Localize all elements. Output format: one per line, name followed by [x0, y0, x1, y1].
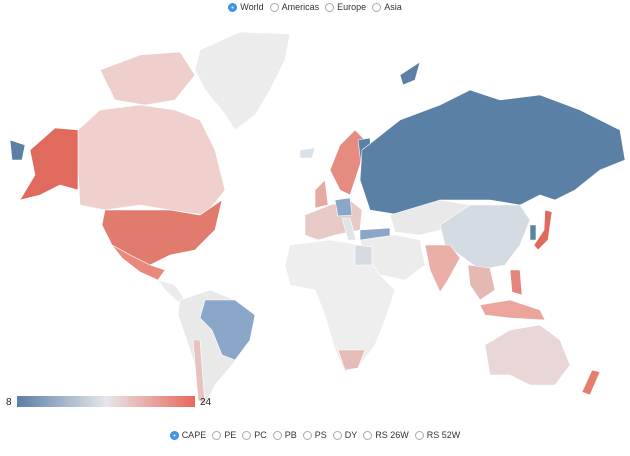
- philippines: [509, 269, 523, 296]
- novaya-zemlya: [399, 61, 421, 86]
- metric-option[interactable]: CAPE: [169, 430, 207, 440]
- metric-label[interactable]: PC: [254, 430, 267, 440]
- metric-label[interactable]: DY: [344, 430, 358, 440]
- usa: [101, 199, 223, 266]
- radio-button[interactable]: [363, 430, 373, 440]
- radio-button[interactable]: [212, 430, 222, 440]
- south-africa: [337, 349, 366, 371]
- scale-min-label: 8: [6, 397, 12, 408]
- radio-button[interactable]: [414, 430, 424, 440]
- radio-button[interactable]: [269, 2, 279, 12]
- scale-max-label: 24: [200, 397, 212, 408]
- metric-label[interactable]: PE: [224, 430, 237, 440]
- uk: [314, 179, 329, 209]
- region-label[interactable]: World: [240, 2, 264, 12]
- alaska: [19, 127, 79, 201]
- radio-button[interactable]: [228, 2, 238, 12]
- egypt: [354, 244, 373, 266]
- region-label[interactable]: Asia: [384, 2, 402, 12]
- metric-label[interactable]: PS: [314, 430, 327, 440]
- radio-button[interactable]: [302, 430, 312, 440]
- metric-label[interactable]: PB: [284, 430, 297, 440]
- metric-option[interactable]: RS 52W: [414, 430, 461, 440]
- india: [424, 244, 461, 293]
- region-option[interactable]: Americas: [269, 2, 320, 12]
- canada-islands: [99, 51, 196, 106]
- region-option[interactable]: Europe: [325, 2, 366, 12]
- metric-option[interactable]: PS: [302, 430, 327, 440]
- metric-option[interactable]: RS 26W: [363, 430, 409, 440]
- greenland: [194, 31, 291, 131]
- region-option[interactable]: World: [228, 2, 264, 12]
- metric-option[interactable]: PC: [242, 430, 267, 440]
- metric-option[interactable]: PB: [272, 430, 297, 440]
- japan: [533, 209, 553, 251]
- brazil: [199, 299, 256, 361]
- korea: [529, 224, 537, 241]
- new-zealand: [581, 369, 601, 396]
- central-america: [157, 279, 186, 303]
- region-label[interactable]: Europe: [337, 2, 367, 12]
- alaska-tip: [9, 139, 26, 161]
- indonesia: [479, 299, 546, 321]
- region-selector: World Americas Europe Asia: [0, 2, 630, 12]
- canada: [77, 104, 226, 216]
- radio-button[interactable]: [372, 2, 382, 12]
- metric-label[interactable]: RS 26W: [375, 430, 409, 440]
- mexico: [111, 244, 166, 281]
- iceland: [299, 147, 316, 159]
- italy: [341, 217, 357, 241]
- chile: [192, 339, 206, 406]
- region-option[interactable]: Asia: [372, 2, 402, 12]
- russia: [359, 89, 626, 216]
- australia: [484, 324, 571, 386]
- southeast-asia: [467, 264, 496, 301]
- metric-label[interactable]: RS 52W: [426, 430, 461, 440]
- radio-button[interactable]: [332, 430, 342, 440]
- region-label[interactable]: Americas: [281, 2, 320, 12]
- metric-option[interactable]: DY: [332, 430, 358, 440]
- radio-button[interactable]: [169, 430, 179, 440]
- color-scale-bar: [17, 396, 195, 407]
- radio-button[interactable]: [325, 2, 335, 12]
- metric-label[interactable]: CAPE: [181, 430, 207, 440]
- germany: [334, 197, 353, 217]
- radio-button[interactable]: [272, 430, 282, 440]
- metric-option[interactable]: PE: [212, 430, 236, 440]
- world-map: [9, 31, 626, 407]
- metric-selector: CAPE PE PC PB PS DY RS 26W RS 52W: [0, 430, 630, 440]
- radio-button[interactable]: [242, 430, 252, 440]
